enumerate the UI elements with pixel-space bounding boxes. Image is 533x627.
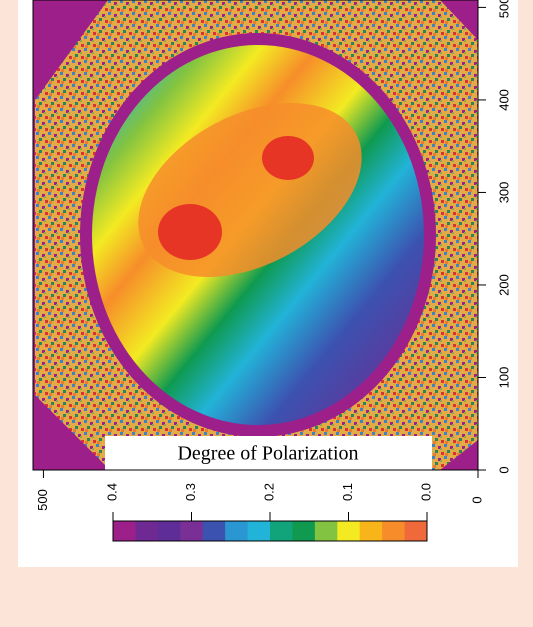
colorbar-swatch xyxy=(270,521,293,541)
x-tick-label: 0 xyxy=(469,496,484,503)
colorbar-tick-label: 0.3 xyxy=(183,483,198,501)
colorbar-swatch xyxy=(247,521,271,541)
x-tick-label: 500 xyxy=(35,489,50,511)
colorbar-swatch xyxy=(337,521,361,541)
image xyxy=(33,0,478,470)
y-tick-label: 100 xyxy=(496,367,511,389)
colorbar-swatch xyxy=(202,521,226,541)
colorbar-swatch xyxy=(314,521,338,541)
y-tick-label: 500 xyxy=(496,0,511,18)
colorbar-title: Degree of Polarization xyxy=(177,443,358,465)
colorbar-swatch xyxy=(135,521,159,541)
y-tick-label: 0 xyxy=(496,466,511,473)
colorbar-swatch xyxy=(292,521,316,541)
colorbar-swatch xyxy=(113,521,136,541)
y-tick-label: 400 xyxy=(496,89,511,111)
colorbar-swatch xyxy=(180,521,204,541)
colorbar-tick-label: 0.0 xyxy=(418,483,433,501)
y-tick-label: 200 xyxy=(496,274,511,296)
colorbar-tick-label: 0.1 xyxy=(340,483,355,501)
colorbar-swatch xyxy=(359,521,383,541)
colorbar-tick-label: 0.2 xyxy=(261,483,276,501)
colorbar-tick-label: 0.4 xyxy=(104,483,119,501)
y-tick-label: 300 xyxy=(496,182,511,204)
red-spot xyxy=(262,136,314,180)
colorbar-swatch xyxy=(404,521,428,541)
colorbar-swatch xyxy=(225,521,249,541)
legend-box xyxy=(105,436,432,470)
colorbar-swatch xyxy=(157,521,181,541)
red-spot xyxy=(158,204,222,260)
colorbar-swatch xyxy=(382,521,406,541)
